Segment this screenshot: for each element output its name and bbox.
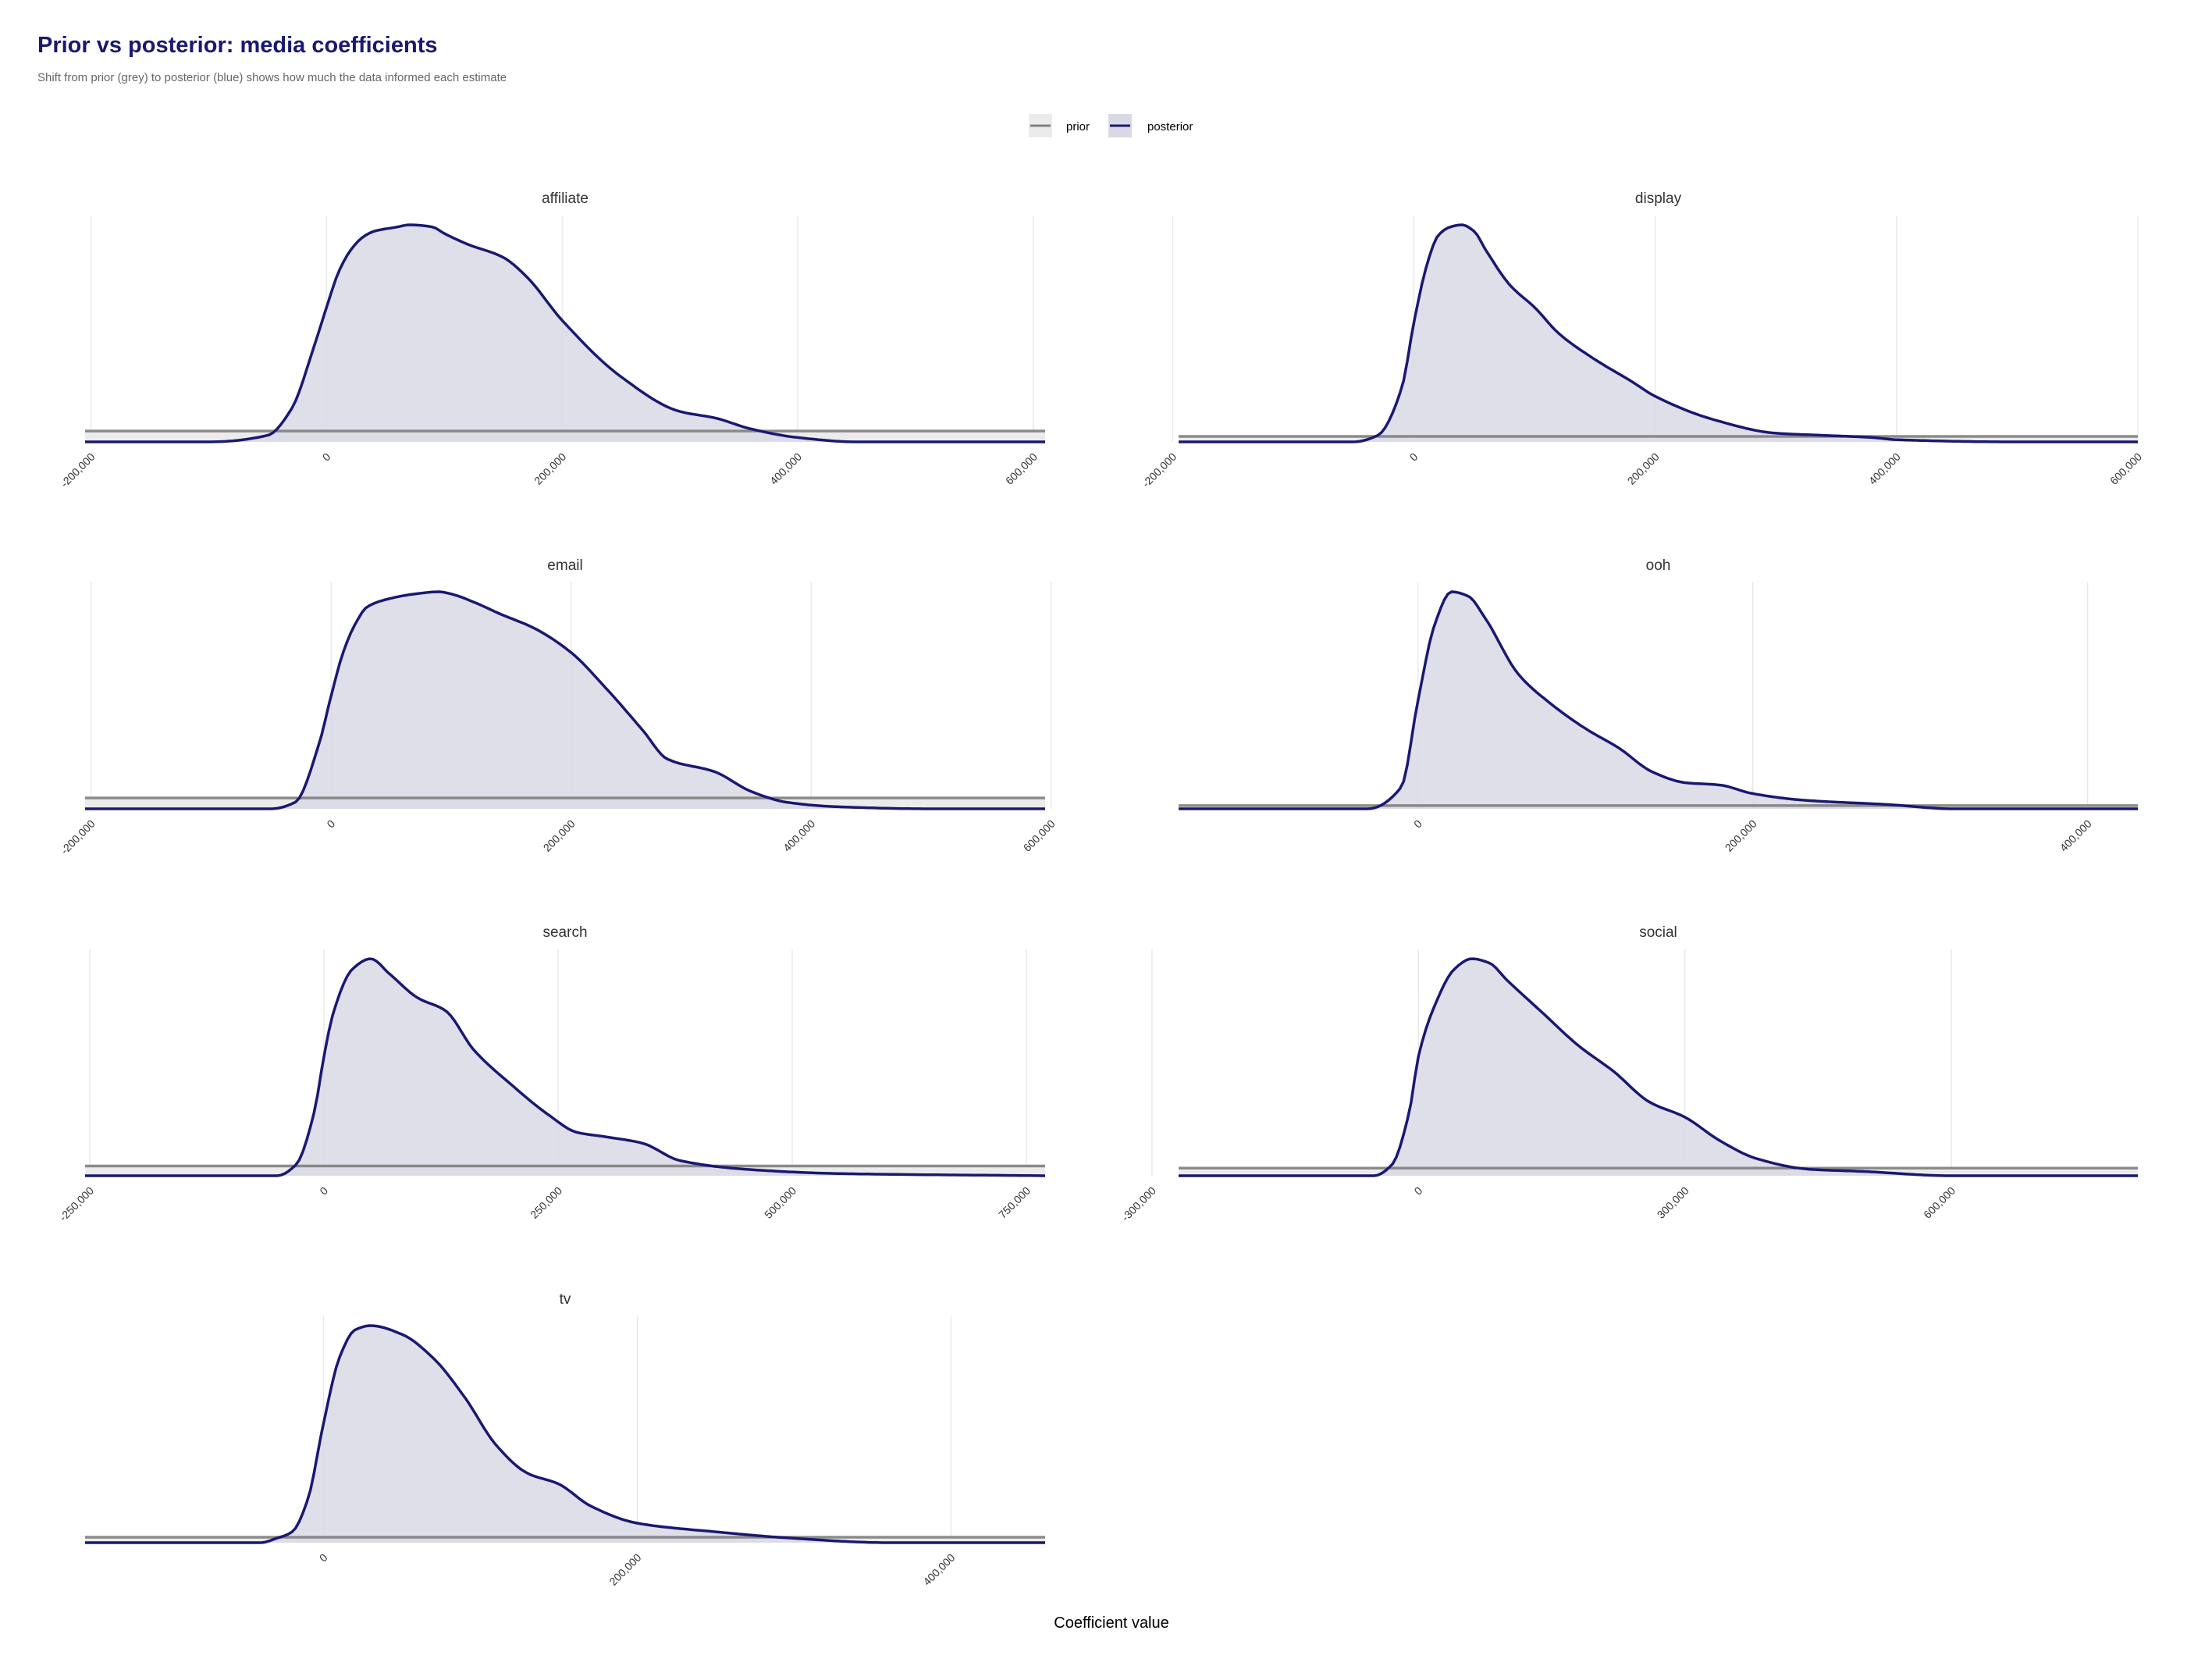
legend: prior posterior [1029,114,1193,137]
strip-label-social: social [1639,924,1677,941]
panel-search: search -250,000 0 250,000 500,000 750,000 [57,924,1045,1223]
tick-label-social-3: 600,000 [1921,1184,1958,1221]
strip-label-tv: tv [560,1291,571,1308]
tick-label-email-1: 0 [324,817,337,831]
strip-label-search: search [542,924,587,941]
strip-label-email: email [547,557,582,574]
tick-label-search-1: 0 [317,1184,330,1198]
chart-subtitle: Shift from prior (grey) to posterior (bl… [37,71,507,84]
tick-label-tv-1: 200,000 [606,1551,643,1588]
panel-display: display -200,000 0 200,000 400,000 600,000 [1140,190,2144,490]
tick-label-tv-0: 0 [317,1551,330,1565]
tick-label-affiliate-4: 600,000 [1003,450,1040,487]
tick-label-ooh-2: 400,000 [2057,817,2094,854]
tick-label-search-0: -250,000 [57,1184,97,1224]
strip-label-display: display [1635,190,1682,207]
strip-label-affiliate: affiliate [542,190,589,207]
posterior-area-social [1179,959,2138,1176]
tick-label-ooh-0: 0 [1411,817,1424,831]
posterior-area-email [85,592,1045,809]
panel-ooh: ooh 0 200,000 400,000 [1179,557,2138,854]
posterior-area-display [1179,225,2138,442]
tick-label-affiliate-3: 400,000 [767,450,804,487]
posterior-line-affiliate [85,223,1045,443]
tick-label-search-2: 250,000 [528,1184,564,1221]
tick-label-ooh-1: 200,000 [1723,817,1759,854]
tick-label-social-1: 0 [1412,1184,1425,1198]
tick-label-display-1: 0 [1407,450,1421,464]
tick-label-email-4: 600,000 [1021,817,1058,854]
tick-label-search-3: 500,000 [762,1184,798,1221]
chart-title: Prior vs posterior: media coefficients [37,33,437,58]
panel-social: social -300,000 0 300,000 600,000 [1119,924,2138,1223]
tick-label-display-0: -200,000 [1140,450,1179,490]
tick-label-display-4: 600,000 [2107,450,2144,487]
panel-tv: tv 0 200,000 400,000 [85,1291,1045,1588]
tick-label-affiliate-1: 0 [320,450,333,464]
posterior-area-search [85,959,1045,1176]
panel-affiliate: affiliate -200,000 0 200,000 400,000 600,000 [58,190,1045,490]
x-axis-title: Coefficient value [1054,1614,1169,1632]
tick-label-social-0: -300,000 [1119,1184,1159,1224]
posterior-area-ooh [1179,592,2138,809]
tick-label-social-2: 300,000 [1655,1184,1691,1221]
posterior-line-social [1179,957,2138,1177]
tick-label-email-3: 400,000 [781,817,817,854]
posterior-area-tv [85,1326,1045,1543]
tick-label-display-3: 400,000 [1866,450,1903,487]
strip-label-ooh: ooh [1646,557,1671,574]
posterior-line-display [1179,223,2138,443]
tick-label-display-2: 200,000 [1625,450,1662,487]
posterior-line-ooh [1179,590,2138,810]
tick-label-search-4: 750,000 [996,1184,1033,1221]
posterior-area-affiliate [85,225,1045,442]
tick-label-affiliate-2: 200,000 [532,450,568,487]
posterior-line-search [85,957,1045,1177]
tick-label-tv-2: 400,000 [920,1551,957,1588]
facet-panels: affiliate-200,000 0 200,000 400,000 600,000d… [57,190,2145,1588]
legend-label-prior: prior [1066,120,1090,134]
posterior-line-tv [85,1324,1045,1544]
legend-label-posterior: posterior [1147,120,1193,134]
posterior-line-email [85,590,1045,810]
tick-label-email-0: -200,000 [58,817,98,857]
tick-label-affiliate-0: -200,000 [58,450,98,490]
panel-email: email -200,000 0 200,000 400,000 600,000 [58,557,1058,856]
tick-label-email-2: 200,000 [541,817,578,854]
